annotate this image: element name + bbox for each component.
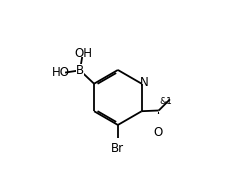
Text: OH: OH [74, 47, 92, 60]
Text: O: O [153, 126, 162, 139]
Text: B: B [76, 64, 84, 77]
Text: Br: Br [111, 142, 124, 155]
Text: N: N [139, 76, 148, 90]
Text: HO: HO [52, 66, 70, 79]
Text: &1: &1 [159, 97, 172, 106]
